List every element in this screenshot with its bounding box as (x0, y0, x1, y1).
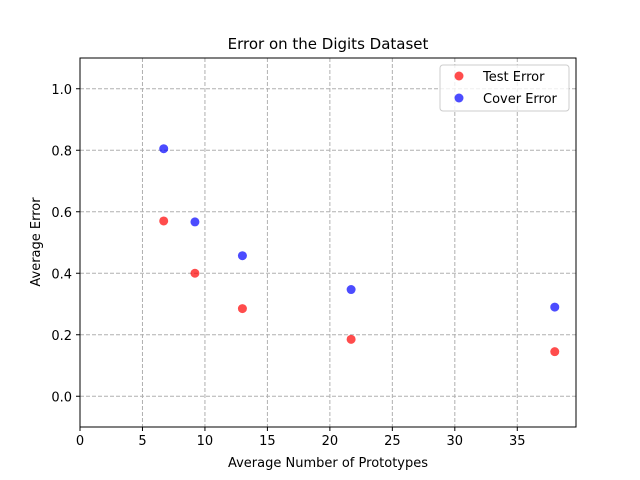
x-tick-label: 30 (447, 434, 464, 449)
legend-marker-test-error (454, 71, 464, 81)
ticks: 0 5 10 15 20 25 30 35 0.0 0.2 0.4 0.6 0.8 1.0 (51, 83, 525, 449)
x-tick-label: 25 (384, 434, 401, 449)
cover-error-point (346, 285, 356, 295)
data-points (159, 144, 560, 357)
test-error-point (159, 216, 169, 226)
x-tick-label: 10 (197, 434, 214, 449)
plot-frame (79, 57, 577, 428)
y-tick-label: 1.0 (51, 83, 72, 98)
y-tick-label: 0.0 (51, 390, 72, 405)
grid (79, 58, 576, 427)
y-tick-label: 0.4 (51, 267, 72, 282)
test-error-point (190, 268, 200, 278)
x-tick-label: 15 (259, 434, 276, 449)
cover-error-point (190, 217, 200, 227)
y-tick-label: 0.8 (51, 144, 72, 159)
legend-label-cover-error: Cover Error (483, 92, 558, 107)
x-tick-label: 0 (76, 434, 84, 449)
y-tick-label: 0.6 (51, 206, 72, 221)
y-axis-label: Average Error (29, 197, 44, 287)
legend: Test Error Cover Error (439, 64, 570, 112)
x-tick-label: 20 (322, 434, 339, 449)
legend-marker-cover-error (454, 93, 464, 103)
cover-error-point (550, 302, 560, 312)
cover-error-point (237, 251, 247, 261)
y-tick-label: 0.2 (51, 329, 72, 344)
test-error-point (550, 347, 560, 357)
legend-frame (439, 64, 570, 112)
chart-title: Error on the Digits Dataset (228, 35, 429, 53)
test-error-point (346, 334, 356, 344)
cover-error-point (159, 144, 169, 154)
legend-label-test-error: Test Error (482, 70, 545, 85)
x-tick-label: 5 (138, 434, 146, 449)
x-axis-label: Average Number of Prototypes (228, 456, 428, 471)
x-tick-label: 35 (509, 434, 526, 449)
test-error-point (237, 304, 247, 314)
